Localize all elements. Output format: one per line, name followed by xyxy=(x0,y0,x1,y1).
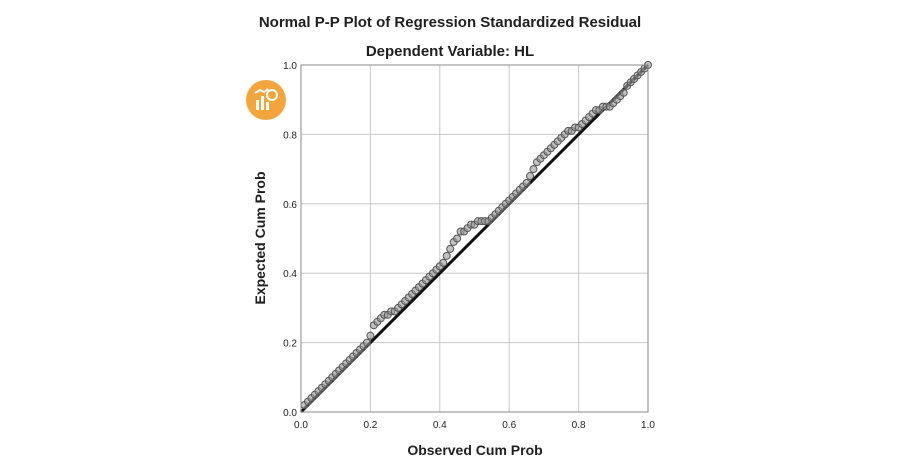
chart-subtitle: Dependent Variable: HL xyxy=(365,43,535,60)
y-tick-label: 0.2 xyxy=(283,339,297,350)
data-point xyxy=(619,88,628,97)
chart-badge-icon xyxy=(246,80,286,120)
plot-border xyxy=(300,64,649,413)
y-tick-label: 0.8 xyxy=(283,130,297,141)
data-point xyxy=(522,178,531,187)
data-point xyxy=(442,251,451,260)
x-tick-label: 1.0 xyxy=(641,420,655,431)
chart-badge-glyph xyxy=(254,88,278,110)
data-point xyxy=(529,165,538,174)
x-tick-label: 0.4 xyxy=(433,420,447,431)
data-point xyxy=(366,331,375,340)
y-tick-label: 0.6 xyxy=(283,200,297,211)
chart-title: Normal P-P Plot of Regression Standardiz… xyxy=(258,14,642,31)
y-tick-label: 0.0 xyxy=(283,408,297,419)
x-axis-label: Observed Cum Prob xyxy=(407,442,543,458)
data-point xyxy=(453,234,462,243)
data-point xyxy=(439,258,448,267)
data-point xyxy=(362,338,371,347)
x-tick-label: 0.0 xyxy=(294,420,308,431)
x-tick-label: 0.2 xyxy=(363,420,377,431)
data-point xyxy=(446,244,455,253)
x-tick-label: 0.6 xyxy=(502,420,516,431)
x-tick-label: 0.8 xyxy=(572,420,586,431)
y-tick-label: 1.0 xyxy=(283,61,297,72)
data-point xyxy=(526,172,535,181)
y-tick-label: 0.4 xyxy=(283,269,297,280)
